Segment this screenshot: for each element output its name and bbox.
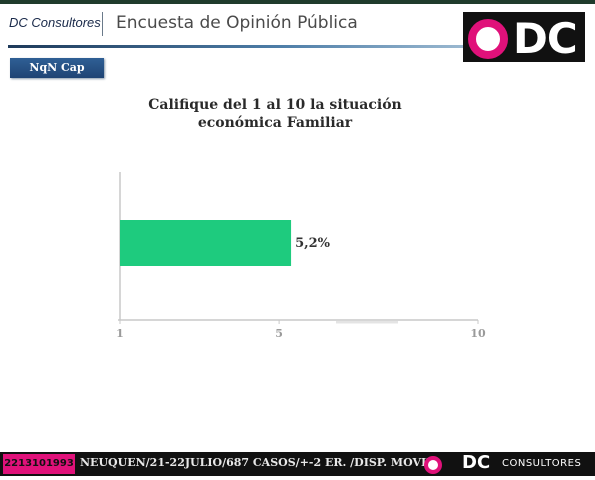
bar-0 xyxy=(120,220,292,266)
header-rule xyxy=(8,45,463,48)
survey-title: Encuesta de Opinión Pública xyxy=(116,13,358,33)
top-strip xyxy=(0,0,595,4)
footer-brand-dc: DC xyxy=(462,452,491,473)
x-tick-label-0: 1 xyxy=(116,327,124,340)
header: DC Consultores Encuesta de Opinión Públi… xyxy=(0,4,595,48)
logo-ring-icon xyxy=(468,19,508,59)
footer-text: NEUQUEN/21-22JULIO/687 CASOS/+-2 ER. /DI… xyxy=(80,456,434,469)
bar-chart: 5,2% 1 5 10 xyxy=(116,172,486,340)
chart-title: Califique del 1 al 10 la situación econó… xyxy=(148,97,402,131)
footer-id: 2213101993 xyxy=(3,454,75,474)
x-tick-label-2: 10 xyxy=(470,327,486,340)
brand-name: DC Consultores xyxy=(9,15,101,30)
brand-separator xyxy=(102,12,103,36)
x-tick-label-1: 5 xyxy=(275,327,283,340)
footer-logo-ring-icon xyxy=(424,456,442,474)
bar-value-label-0: 5,2% xyxy=(295,236,331,251)
logo-text: DC xyxy=(513,14,578,62)
dc-logo: DC xyxy=(463,12,585,62)
footer-brand-consultores: CONSULTORES xyxy=(502,458,582,469)
footer: 2213101993 NEUQUEN/21-22JULIO/687 CASOS/… xyxy=(0,452,595,476)
region-tag: NqN Cap xyxy=(10,58,104,78)
